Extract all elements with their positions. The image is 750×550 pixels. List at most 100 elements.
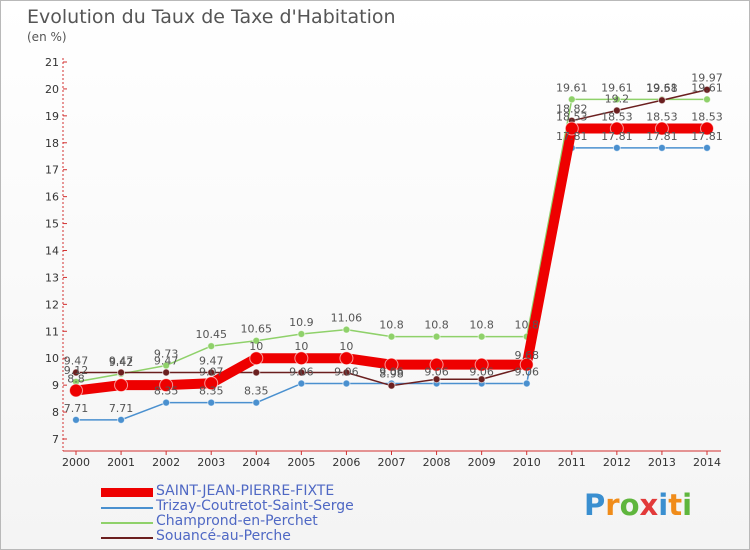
data-label: 9.06 — [424, 366, 449, 379]
y-tick-label: 13 — [45, 271, 59, 284]
y-tick-label: 17 — [45, 164, 59, 177]
data-label: 17.81 — [601, 130, 633, 143]
data-point — [72, 415, 80, 424]
data-label: 19.58 — [646, 82, 678, 95]
y-tick-label: 15 — [45, 218, 59, 231]
data-label: 10.65 — [241, 323, 273, 336]
legend-label: Souancé-au-Perche — [156, 528, 291, 544]
data-label: 9.06 — [469, 366, 494, 379]
data-label: 19.2 — [605, 92, 630, 105]
y-tick-label: 7 — [52, 433, 59, 446]
data-label: 10 — [294, 340, 308, 353]
y-tick-label: 10 — [45, 352, 59, 365]
x-tick-label: 2001 — [107, 456, 135, 469]
logo-letter: r — [605, 488, 620, 522]
data-point — [207, 342, 216, 351]
data-point — [432, 375, 441, 384]
legend-swatch — [101, 488, 153, 497]
data-label: 18.82 — [556, 103, 588, 116]
x-tick-label: 2011 — [558, 456, 586, 469]
y-tick-label: 19 — [45, 110, 59, 123]
data-label: 10.8 — [424, 319, 449, 332]
legend-label: Trizay-Coutretot-Saint-Serge — [156, 498, 354, 514]
y-unit-label: (en %) — [27, 30, 67, 44]
x-tick-label: 2007 — [378, 456, 406, 469]
y-tick-label: 21 — [45, 56, 59, 69]
y-tick-label: 12 — [45, 298, 59, 311]
x-tick-label: 2006 — [332, 456, 360, 469]
y-tick-label: 9 — [52, 379, 59, 392]
series-0 — [69, 121, 714, 398]
data-point — [474, 357, 489, 372]
data-label: 9.42 — [109, 356, 134, 369]
data-point — [429, 357, 444, 372]
legend-swatch — [101, 507, 153, 509]
data-point — [207, 368, 216, 377]
logo-letter: i — [682, 488, 693, 522]
data-label: 18.53 — [556, 111, 588, 124]
data-label: 19.61 — [691, 81, 723, 94]
data-label: 8.35 — [154, 385, 179, 398]
data-label: 9.12 — [64, 364, 89, 377]
data-label: 10 — [339, 340, 353, 353]
data-point — [703, 143, 711, 152]
data-label: 18.53 — [691, 111, 723, 124]
data-label: 10.8 — [469, 319, 494, 332]
logo-letter: t — [668, 488, 683, 522]
axes: 7 8 9 10 11 12 13 14 15 16 17 18 19 20 21 2000 2001 2002 2… — [45, 56, 721, 469]
data-point — [69, 383, 83, 398]
data-label: 10.45 — [195, 328, 227, 341]
data-label: 9.47 — [64, 354, 89, 367]
data-point — [700, 121, 714, 136]
x-tick-label: 2009 — [468, 456, 496, 469]
y-tick-label: 16 — [45, 191, 59, 204]
data-point — [567, 95, 576, 104]
data-label: 19.61 — [556, 81, 588, 94]
x-tick-label: 2002 — [152, 456, 180, 469]
x-tick-label: 2004 — [242, 456, 270, 469]
data-label: 9.06 — [379, 366, 404, 379]
legend-label: SAINT-JEAN-PIERRE-FIXTE — [156, 483, 335, 499]
data-point — [612, 106, 621, 115]
data-label: 18.53 — [646, 111, 678, 124]
data-point — [612, 143, 621, 152]
data-point — [252, 368, 261, 377]
data-label: 11.06 — [331, 312, 363, 325]
data-label: 7.71 — [109, 402, 134, 415]
data-point — [703, 85, 711, 94]
data-label: 9.47 — [199, 354, 224, 367]
legend-swatch — [101, 522, 153, 524]
proxiti-logo: Proxiti — [584, 488, 692, 522]
data-label: 8.98 — [379, 368, 404, 381]
data-point — [162, 368, 171, 377]
x-tick-label: 2005 — [287, 456, 315, 469]
data-label: 9.47 — [109, 354, 134, 367]
data-point — [477, 375, 486, 384]
y-tick-label: 11 — [45, 325, 59, 338]
data-label: 7.71 — [64, 402, 89, 415]
data-point — [703, 95, 711, 104]
data-label: 19.61 — [646, 81, 678, 94]
data-point — [162, 398, 171, 407]
data-point — [342, 368, 351, 377]
legend-label: Champrond-en-Perchet — [156, 513, 318, 529]
data-label: 10.8 — [514, 319, 539, 332]
data-point — [72, 368, 80, 377]
data-label: 8.35 — [199, 385, 224, 398]
logo-letter: i — [658, 488, 669, 522]
data-label: 9.68 — [514, 349, 539, 362]
data-point — [522, 379, 531, 388]
x-tick-label: 2012 — [603, 456, 631, 469]
data-point — [342, 379, 351, 388]
data-point — [519, 357, 534, 372]
data-point — [297, 329, 306, 338]
data-point — [612, 95, 621, 104]
data-point — [297, 379, 306, 388]
data-point — [387, 381, 396, 390]
data-label: 9.47 — [154, 354, 179, 367]
data-point — [117, 415, 126, 424]
data-label: 18.53 — [601, 111, 633, 124]
series-layer — [69, 85, 714, 424]
data-label: 9.73 — [154, 347, 179, 360]
